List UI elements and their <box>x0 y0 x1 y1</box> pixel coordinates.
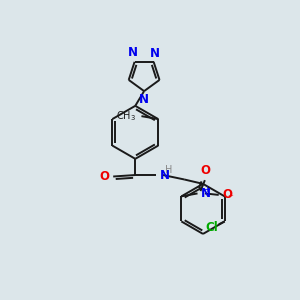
Text: CH$_3$: CH$_3$ <box>116 109 136 123</box>
Text: Cl: Cl <box>206 221 218 234</box>
Text: +: + <box>203 185 210 194</box>
Text: O: O <box>100 170 110 183</box>
Text: ⁻: ⁻ <box>227 194 233 203</box>
Text: H: H <box>165 165 172 175</box>
Text: N: N <box>128 46 138 59</box>
Text: O: O <box>200 164 210 177</box>
Text: O: O <box>223 188 233 201</box>
Text: N: N <box>200 187 211 200</box>
Text: N: N <box>159 169 170 182</box>
Text: N: N <box>150 47 160 60</box>
Text: N: N <box>139 94 149 106</box>
